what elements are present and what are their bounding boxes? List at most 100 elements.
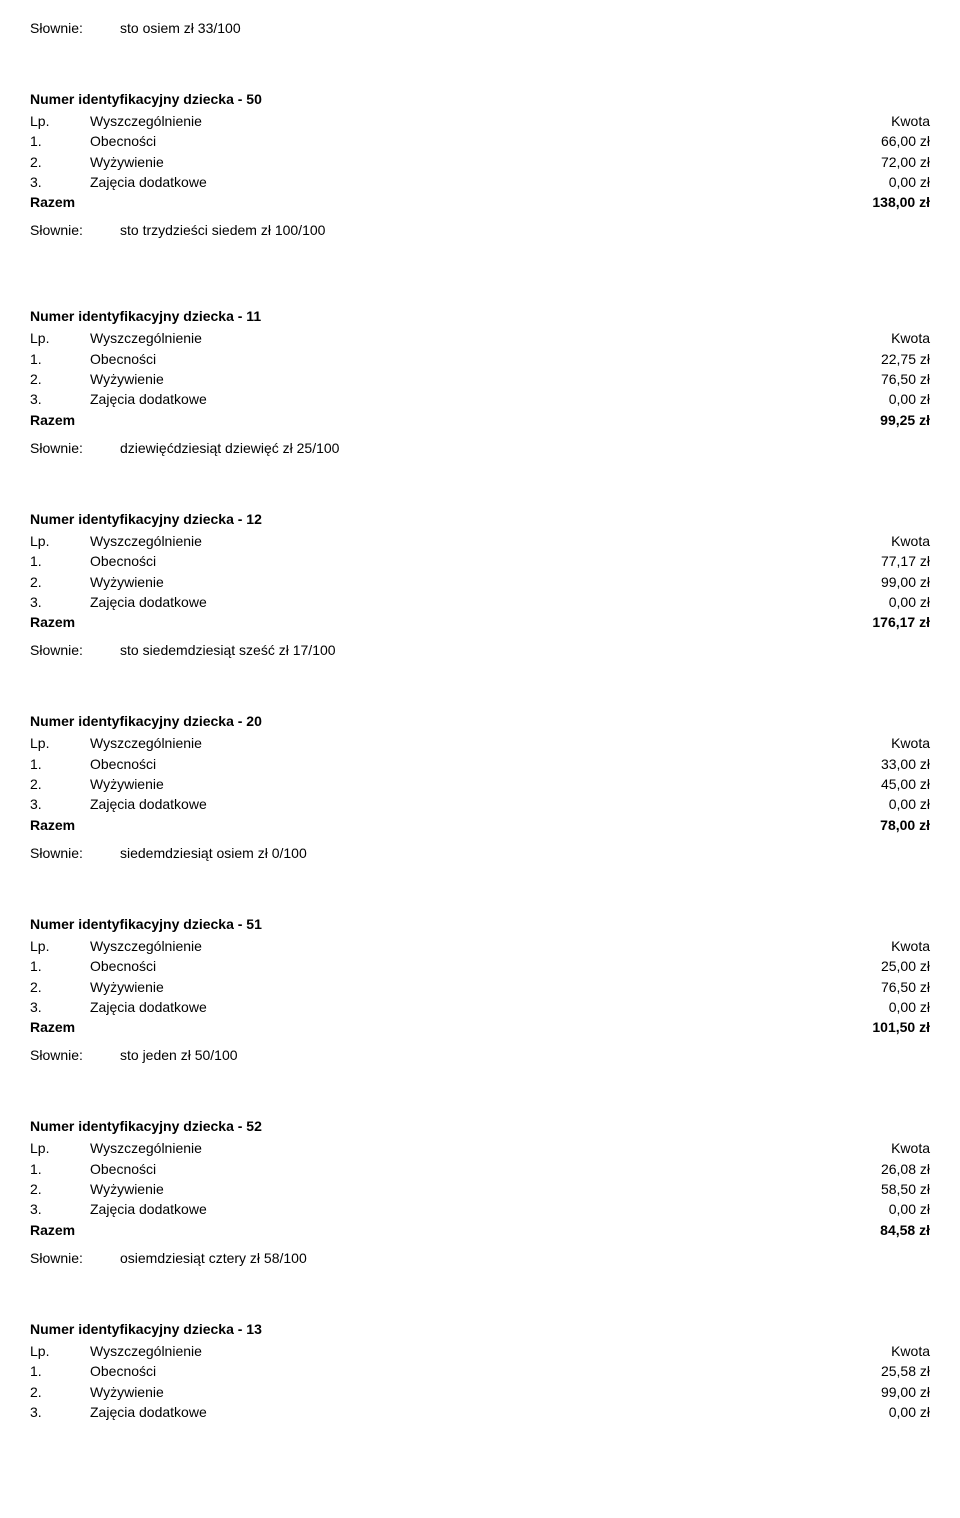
total-value: 78,00 zł	[880, 815, 930, 835]
line-value: 77,17 zł	[881, 551, 930, 571]
total-label: Razem	[30, 192, 75, 212]
line-value: 25,58 zł	[881, 1361, 930, 1381]
line-label: Obecności	[90, 956, 156, 976]
line-label: Zajęcia dodatkowe	[90, 592, 207, 612]
line-number: 3.	[30, 592, 90, 612]
line-value: 66,00 zł	[881, 131, 930, 151]
kwota-header: Kwota	[891, 111, 930, 131]
header-row: Lp.WyszczególnienieKwota	[30, 936, 930, 956]
slownie-label: Słownie:	[30, 222, 120, 238]
slownie-label: Słownie:	[30, 20, 120, 36]
line-number: 1.	[30, 131, 90, 151]
slownie-words: dziewięćdziesiąt dziewięć zł 25/100	[120, 440, 339, 456]
total-label: Razem	[30, 612, 75, 632]
line-number: 2.	[30, 977, 90, 997]
slownie-label: Słownie:	[30, 642, 120, 658]
total-label: Razem	[30, 815, 75, 835]
total-label: Razem	[30, 410, 75, 430]
total-row: Razem 101,50 zł	[30, 1017, 930, 1037]
line-item: 2.Wyżywienie58,50 zł	[30, 1179, 930, 1199]
line-number: 2.	[30, 369, 90, 389]
child-block: Numer identyfikacyjny dziecka - 11Lp.Wys…	[30, 308, 930, 455]
line-item: 1.Obecności25,58 zł	[30, 1361, 930, 1381]
line-value: 76,50 zł	[881, 369, 930, 389]
line-item: 3.Zajęcia dodatkowe0,00 zł	[30, 794, 930, 814]
line-number: 2.	[30, 1179, 90, 1199]
child-block: Numer identyfikacyjny dziecka - 52Lp.Wys…	[30, 1118, 930, 1265]
line-number: 1.	[30, 956, 90, 976]
line-number: 3.	[30, 997, 90, 1017]
line-number: 2.	[30, 152, 90, 172]
wysz-header: Wyszczególnienie	[90, 111, 202, 131]
line-value: 72,00 zł	[881, 152, 930, 172]
line-label: Wyżywienie	[90, 152, 164, 172]
kwota-header: Kwota	[891, 1138, 930, 1158]
lp-header: Lp.	[30, 733, 90, 753]
line-value: 99,00 zł	[881, 572, 930, 592]
child-block: Numer identyfikacyjny dziecka - 20Lp.Wys…	[30, 713, 930, 860]
kwota-header: Kwota	[891, 936, 930, 956]
line-number: 3.	[30, 172, 90, 192]
lp-header: Lp.	[30, 328, 90, 348]
line-number: 1.	[30, 551, 90, 571]
line-value: 0,00 zł	[889, 592, 930, 612]
lp-header: Lp.	[30, 1138, 90, 1158]
line-item: 2.Wyżywienie 72,00 zł	[30, 152, 930, 172]
block-title: Numer identyfikacyjny dziecka - 50	[30, 91, 930, 107]
line-item: 3.Zajęcia dodatkowe0,00 zł	[30, 1402, 930, 1422]
line-label: Obecności	[90, 349, 156, 369]
slownie-row: Słownie:osiemdziesiąt cztery zł 58/100	[30, 1250, 930, 1266]
line-label: Obecności	[90, 754, 156, 774]
slownie-row: Słownie:sto siedemdziesiąt sześć zł 17/1…	[30, 642, 930, 658]
line-value: 26,08 zł	[881, 1159, 930, 1179]
kwota-header: Kwota	[891, 531, 930, 551]
line-item: 1.Obecności 77,17 zł	[30, 551, 930, 571]
line-number: 2.	[30, 1382, 90, 1402]
slownie-row: Słownie:sto trzydzieści siedem zł 100/10…	[30, 222, 930, 238]
top-slownie-block: Słownie: sto osiem zł 33/100	[30, 20, 930, 36]
slownie-row: Słownie:siedemdziesiąt osiem zł 0/100	[30, 845, 930, 861]
lp-header: Lp.	[30, 1341, 90, 1361]
total-value: 84,58 zł	[880, 1220, 930, 1240]
line-value: 0,00 zł	[889, 794, 930, 814]
total-row: Razem176,17 zł	[30, 612, 930, 632]
total-row: Razem84,58 zł	[30, 1220, 930, 1240]
line-label: Zajęcia dodatkowe	[90, 1199, 207, 1219]
slownie-words: sto trzydzieści siedem zł 100/100	[120, 222, 325, 238]
header-row: Lp.Wyszczególnienie Kwota	[30, 531, 930, 551]
slownie-words: sto jeden zł 50/100	[120, 1047, 238, 1063]
wysz-header: Wyszczególnienie	[90, 328, 202, 348]
slownie-words: sto osiem zł 33/100	[120, 20, 241, 36]
line-label: Zajęcia dodatkowe	[90, 1402, 207, 1422]
line-value: 0,00 zł	[889, 1402, 930, 1422]
line-label: Obecności	[90, 131, 156, 151]
line-number: 1.	[30, 754, 90, 774]
child-block: Numer identyfikacyjny dziecka - 12 Lp.Wys…	[30, 511, 930, 658]
line-item: 1.Obecności 25,00 zł	[30, 956, 930, 976]
line-item: 3.Zajęcia dodatkowe0,00 zł	[30, 172, 930, 192]
line-value: 99,00 zł	[881, 1382, 930, 1402]
line-label: Wyżywienie	[90, 1179, 164, 1199]
line-number: 1.	[30, 1159, 90, 1179]
line-label: Obecności	[90, 1159, 156, 1179]
total-value: 101,50 zł	[872, 1017, 930, 1037]
header-row: Lp.WyszczególnienieKwota	[30, 111, 930, 131]
line-value: 45,00 zł	[881, 774, 930, 794]
header-row: Lp.WyszczególnienieKwota	[30, 733, 930, 753]
total-label: Razem	[30, 1017, 75, 1037]
lp-header: Lp.	[30, 531, 90, 551]
slownie-words: osiemdziesiąt cztery zł 58/100	[120, 1250, 307, 1266]
line-label: Wyżywienie	[90, 977, 164, 997]
block-title: Numer identyfikacyjny dziecka - 12	[30, 511, 930, 527]
line-value: 25,00 zł	[881, 956, 930, 976]
line-item: 2.Wyżywienie99,00 zł	[30, 1382, 930, 1402]
slownie-label: Słownie:	[30, 1047, 120, 1063]
line-label: Obecności	[90, 551, 156, 571]
line-label: Zajęcia dodatkowe	[90, 172, 207, 192]
line-label: Zajęcia dodatkowe	[90, 997, 207, 1017]
slownie-label: Słownie:	[30, 1250, 120, 1266]
slownie-row: Słownie:sto jeden zł 50/100	[30, 1047, 930, 1063]
wysz-header: Wyszczególnienie	[90, 531, 202, 551]
slownie-words: sto siedemdziesiąt sześć zł 17/100	[120, 642, 336, 658]
kwota-header: Kwota	[891, 328, 930, 348]
